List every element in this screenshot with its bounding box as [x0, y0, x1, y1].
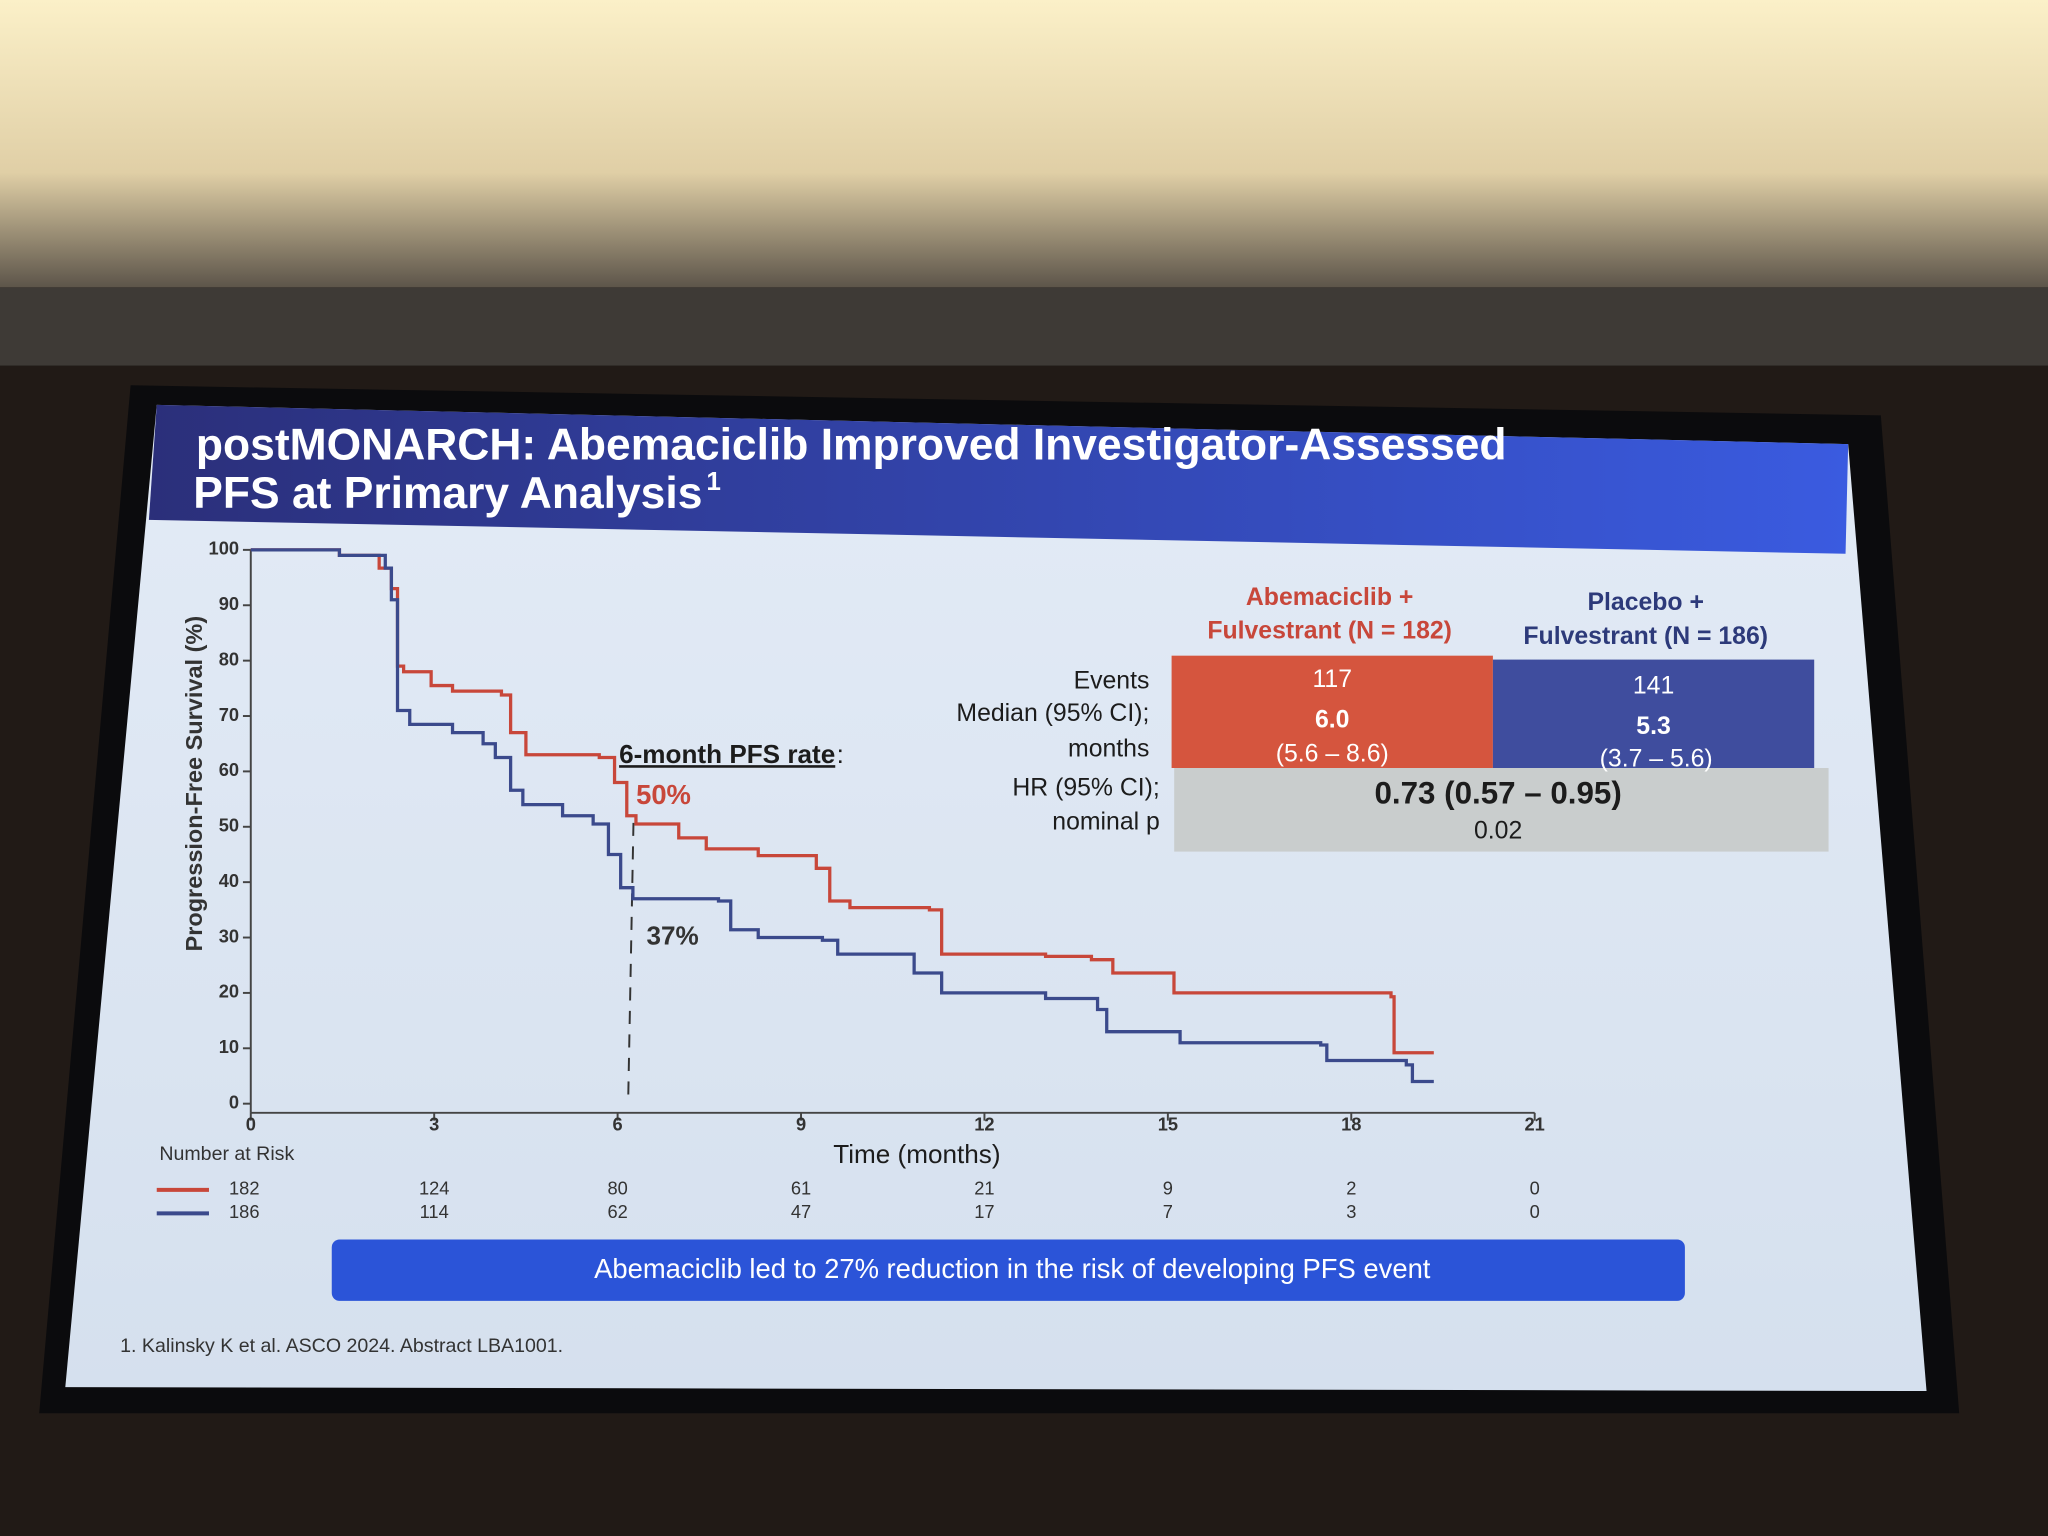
risk-count: 0 — [1530, 1201, 1540, 1222]
table-header: Abemaciclib + — [1246, 584, 1413, 611]
risk-count: 47 — [791, 1201, 811, 1222]
table-value: (5.6 – 8.6) — [1276, 740, 1389, 767]
risk-count: 21 — [974, 1178, 994, 1199]
y-tick-label: 70 — [219, 704, 239, 725]
slide — [65, 404, 1927, 1392]
row-label: months — [1068, 735, 1149, 762]
x-tick-label: 12 — [974, 1114, 994, 1135]
banner — [331, 1239, 1685, 1301]
x-tick-label: 6 — [613, 1114, 623, 1135]
title-superscript: 1 — [706, 466, 721, 496]
risk-count: 80 — [607, 1178, 627, 1199]
risk-count: 61 — [791, 1178, 811, 1199]
title: postMONARCH: Abemaciclib Improved Invest… — [196, 421, 1507, 470]
row-label: Events — [1074, 667, 1150, 694]
slide-content: postMONARCH: Abemaciclib Improved Invest… — [120, 421, 1829, 1357]
risk-count: 7 — [1163, 1201, 1173, 1222]
x-tick-label: 21 — [1525, 1114, 1545, 1135]
risk-count: 186 — [229, 1201, 259, 1222]
table-value: 0.02 — [1474, 818, 1522, 845]
row-label: Median (95% CI); — [956, 700, 1149, 727]
table-value: (3.7 – 5.6) — [1600, 746, 1713, 773]
y-tick-label: 40 — [219, 870, 239, 891]
risk-count: 9 — [1163, 1178, 1173, 1199]
table-header: Placebo + — [1587, 589, 1703, 616]
table-value: 6.0 — [1315, 707, 1349, 734]
x-tick-label: 9 — [796, 1114, 806, 1135]
y-tick-label: 90 — [219, 593, 239, 614]
footnote: 1. Kalinsky K et al. ASCO 2024. Abstract… — [120, 1335, 563, 1357]
table-value: 141 — [1633, 673, 1674, 700]
ceiling — [0, 0, 2048, 288]
x-tick-label: 0 — [246, 1114, 256, 1135]
y-tick-label: 60 — [219, 759, 239, 780]
survival-curve — [250, 548, 1434, 1084]
x-axis-label: Time (months) — [833, 1139, 1000, 1169]
table-cell — [1174, 768, 1829, 852]
annotation: 50% — [636, 779, 691, 810]
y-tick-label: 80 — [219, 648, 239, 669]
table-value: 5.3 — [1636, 713, 1670, 740]
table-header: Fulvestrant (N = 186) — [1523, 623, 1768, 650]
table-cell — [1171, 655, 1493, 768]
annotation: 37% — [647, 921, 699, 951]
table-value: 0.73 (0.57 – 0.95) — [1374, 776, 1621, 811]
y-tick-label: 0 — [229, 1092, 239, 1113]
survival-curve — [250, 548, 1434, 1055]
risk-title: Number at Risk — [159, 1143, 294, 1165]
banner-text: Abemaciclib led to 27% reduction in the … — [594, 1253, 1431, 1284]
row-label: nominal p — [1052, 808, 1160, 835]
row-label: HR (95% CI); — [1012, 774, 1159, 801]
risk-count: 17 — [974, 1201, 994, 1222]
risk-count: 3 — [1346, 1201, 1356, 1222]
y-tick-label: 20 — [219, 981, 239, 1002]
annotation: : — [837, 739, 844, 769]
annotation: 6-month PFS rate — [619, 739, 835, 769]
x-tick-label: 18 — [1341, 1114, 1361, 1135]
table-cell — [1492, 659, 1815, 775]
y-tick-label: 50 — [219, 815, 239, 836]
x-tick-label: 3 — [429, 1114, 439, 1135]
y-tick-label: 10 — [219, 1036, 239, 1057]
title: PFS at Primary Analysis — [193, 469, 702, 518]
y-tick-label: 30 — [219, 925, 239, 946]
risk-count: 62 — [607, 1201, 627, 1222]
title-band — [148, 404, 1849, 554]
risk-count: 124 — [419, 1178, 449, 1199]
valance — [0, 287, 2048, 366]
x-tick-label: 15 — [1158, 1114, 1178, 1135]
table-header: Fulvestrant (N = 182) — [1207, 618, 1452, 645]
table-value: 117 — [1312, 666, 1352, 693]
y-axis-label: Progression-Free Survival (%) — [181, 616, 207, 952]
risk-count: 182 — [229, 1178, 259, 1199]
risk-count: 2 — [1346, 1178, 1356, 1199]
risk-count: 114 — [420, 1201, 449, 1222]
y-tick-label: 100 — [209, 538, 239, 559]
risk-count: 0 — [1530, 1178, 1540, 1199]
